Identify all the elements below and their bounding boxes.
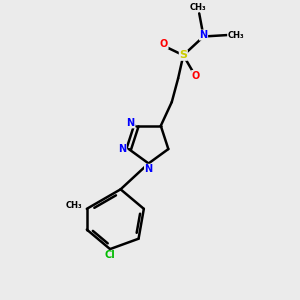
Text: CH₃: CH₃ — [65, 201, 82, 210]
Text: N: N — [118, 144, 127, 154]
Text: O: O — [160, 39, 168, 49]
Text: N: N — [145, 164, 153, 174]
Text: Cl: Cl — [105, 250, 116, 260]
Text: CH₃: CH₃ — [228, 31, 244, 40]
Text: S: S — [179, 50, 187, 60]
Text: N: N — [200, 30, 208, 40]
Text: O: O — [192, 70, 200, 80]
Text: N: N — [127, 118, 135, 128]
Text: CH₃: CH₃ — [190, 2, 206, 11]
